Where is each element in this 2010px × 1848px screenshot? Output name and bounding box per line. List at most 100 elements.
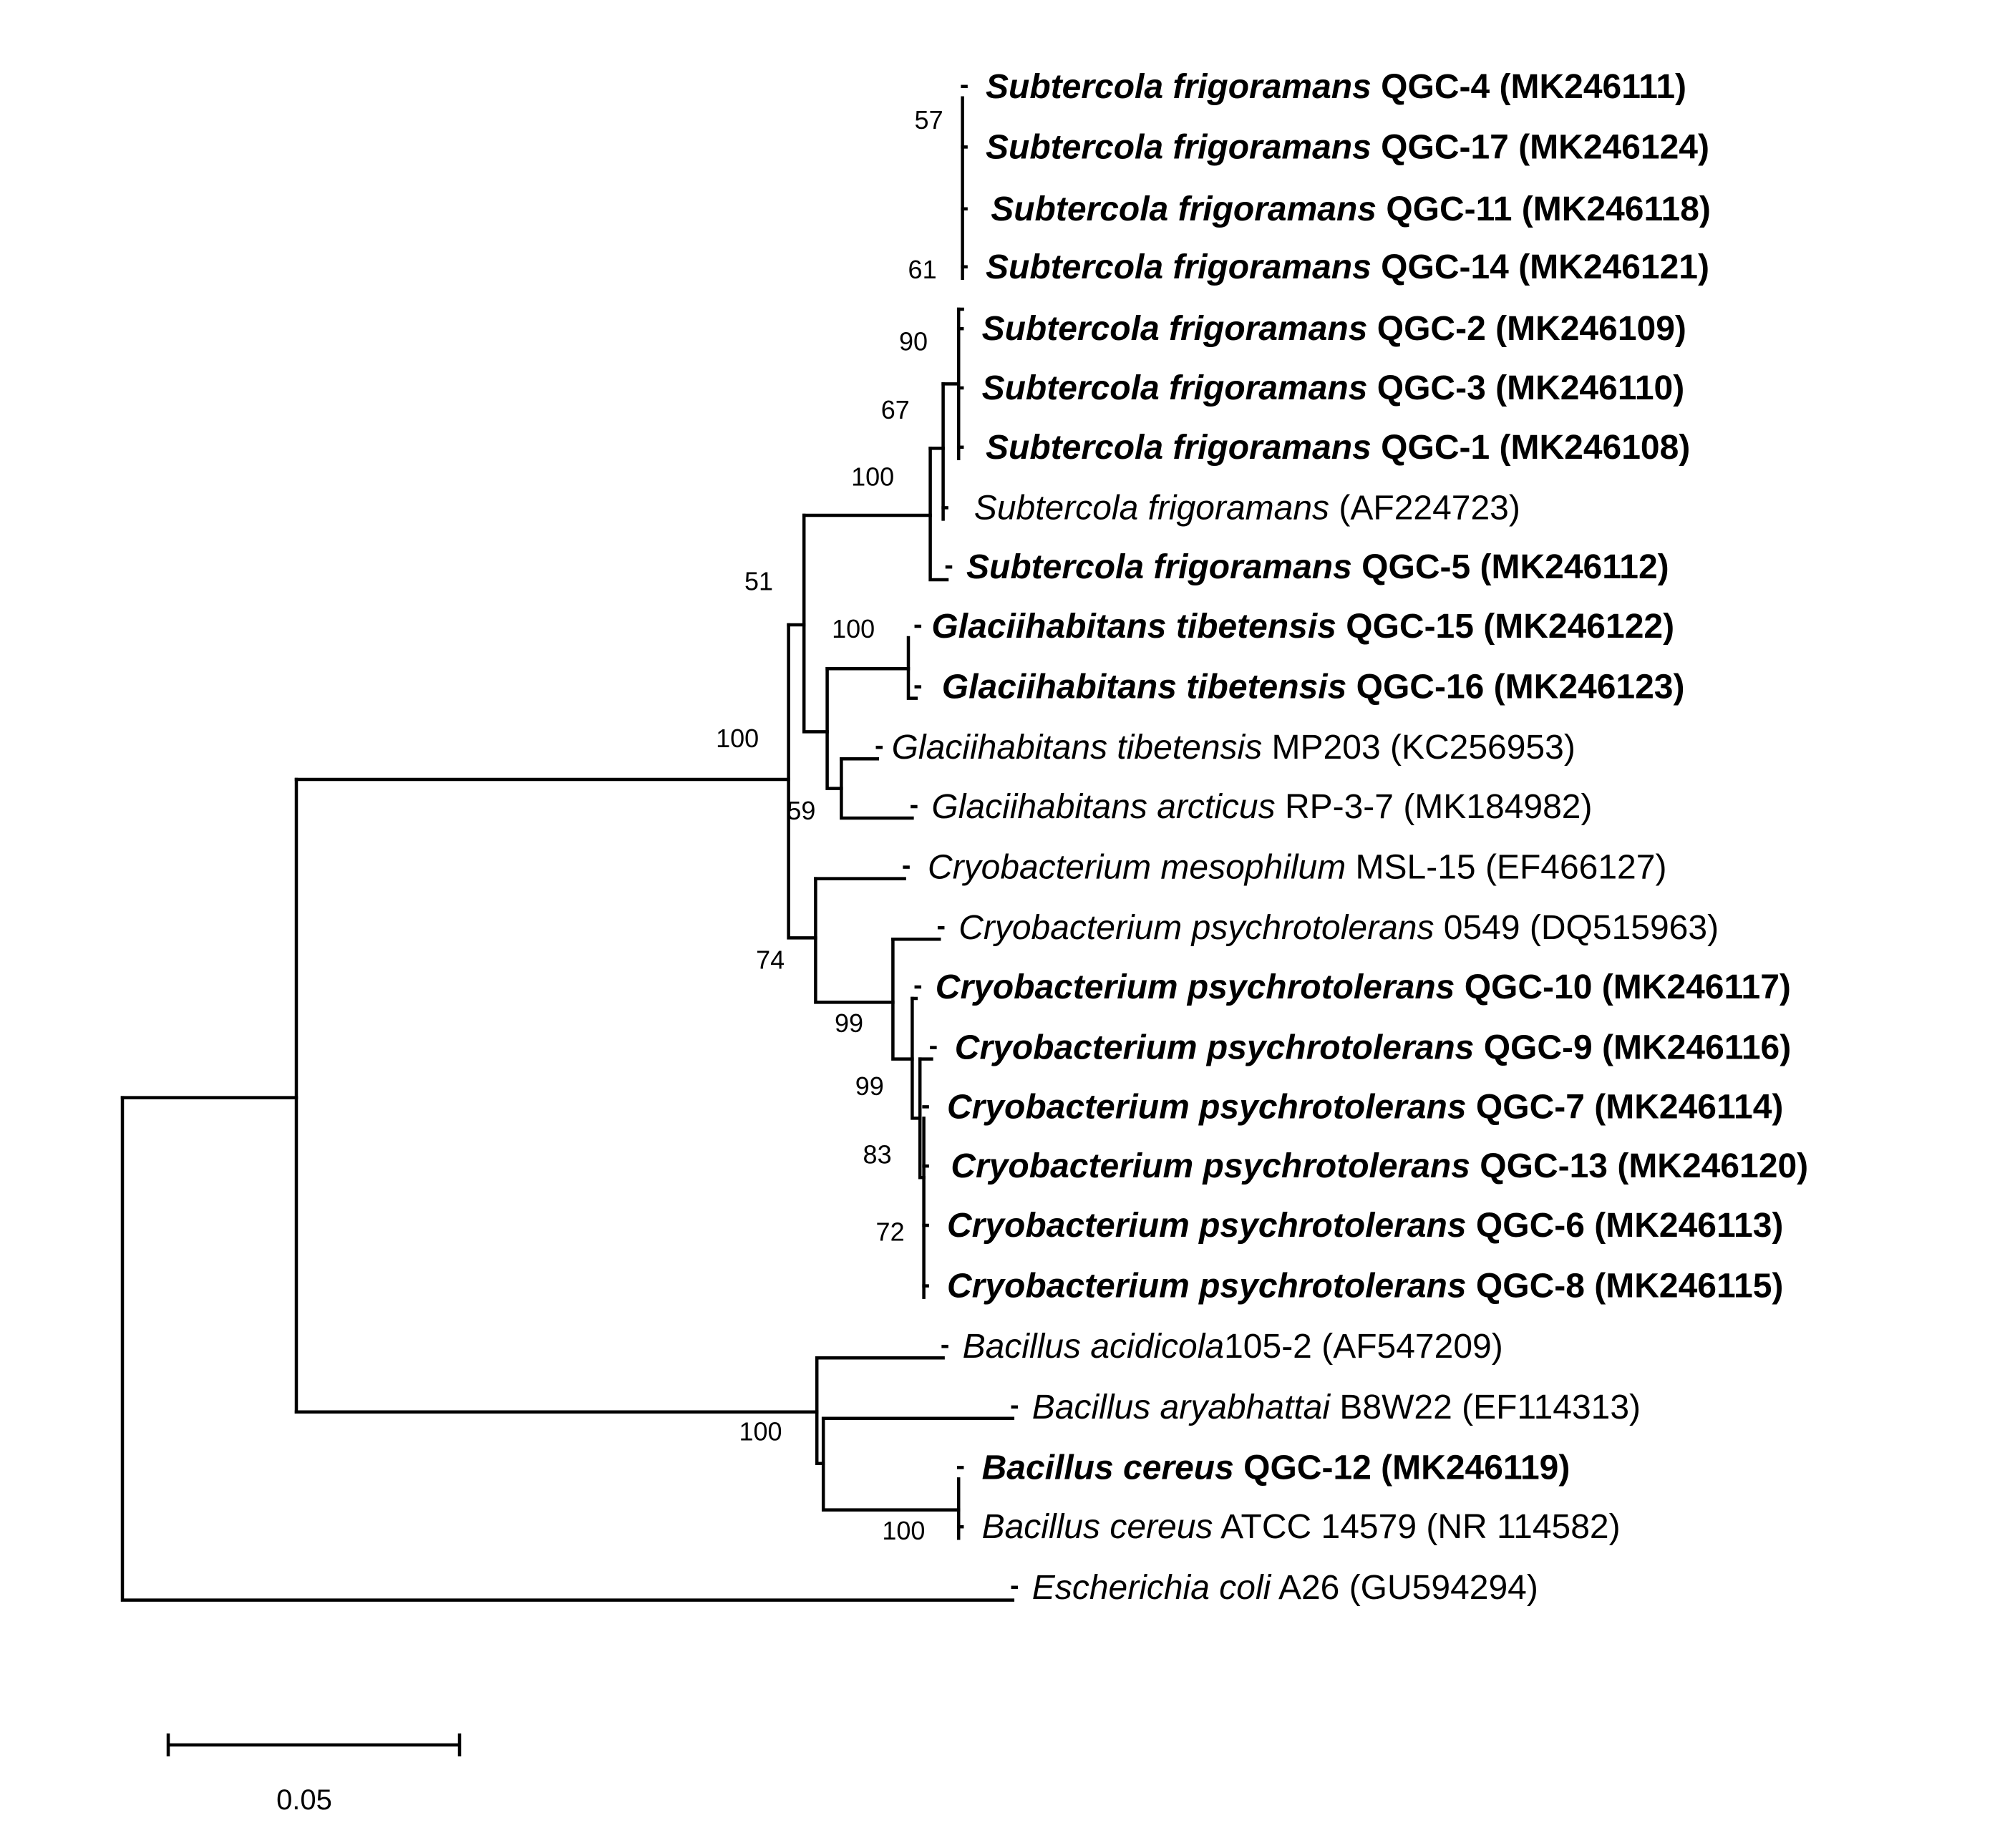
leaf-label: Cryobacterium psychrotolerans QGC-7 (MK2… bbox=[947, 1088, 1783, 1126]
leaf-label: Cryobacterium psychrotolerans QGC-10 (MK… bbox=[936, 968, 1791, 1006]
bootstrap-value: 51 bbox=[744, 566, 773, 595]
leaf-species: Cryobacterium psychrotolerans bbox=[947, 1207, 1467, 1245]
leaf-label: Subtercola frigoramans (AF224723) bbox=[974, 489, 1520, 527]
bootstrap-value: 61 bbox=[908, 255, 937, 284]
leaf-strain: QGC-16 (MK246123) bbox=[1346, 668, 1684, 706]
scale-bar: 0.05 bbox=[166, 1733, 462, 1816]
leaf-strain: QGC-8 (MK246115) bbox=[1467, 1268, 1784, 1305]
leaf-label: Cryobacterium psychrotolerans QGC-6 (MK2… bbox=[947, 1207, 1783, 1245]
leaf-species: Escherichia coli bbox=[1032, 1569, 1272, 1607]
leaf-species: Subtercola frigoramans bbox=[966, 548, 1352, 586]
leaf-species: Subtercola frigoramans bbox=[982, 369, 1368, 407]
leaf-strain: QGC-3 (MK246110) bbox=[1367, 369, 1684, 407]
branch-32 bbox=[821, 1416, 961, 1512]
leaf-strain: QGC-7 (MK246114) bbox=[1467, 1088, 1784, 1126]
branch-9 bbox=[928, 447, 949, 582]
leaf-species: Glaciihabitans tibetensis bbox=[892, 729, 1263, 767]
leaf-species: Subtercola frigoramans bbox=[986, 248, 1371, 286]
leaf-species: Subtercola frigoramans bbox=[986, 429, 1371, 467]
leaf-species: Subtercola frigoramans bbox=[986, 68, 1371, 106]
leaf-label: Cryobacterium psychrotolerans QGC-13 (MK… bbox=[951, 1147, 1808, 1185]
leaf-species: Subtercola frigoramans bbox=[986, 128, 1371, 166]
leaf-species: Glaciihabitans arcticus bbox=[931, 788, 1275, 826]
leaf-label: Subtercola frigoramans QGC-17 (MK246124) bbox=[986, 128, 1709, 166]
leaf-label: Subtercola frigoramans QGC-14 (MK246121) bbox=[986, 248, 1709, 286]
leaf-strain: QGC-12 (MK246119) bbox=[1234, 1449, 1570, 1487]
leaf-species: Bacillus cereus bbox=[982, 1508, 1213, 1546]
leaf-label: Bacillus cereus QGC-12 (MK246119) bbox=[982, 1449, 1570, 1487]
leaf-label: Cryobacterium psychrotolerans QGC-9 (MK2… bbox=[955, 1029, 1791, 1067]
leaf-species: Cryobacterium psychrotolerans bbox=[958, 909, 1434, 947]
leaf-species: Bacillus cereus bbox=[982, 1449, 1234, 1487]
bootstrap-value: 59 bbox=[787, 796, 815, 825]
leaf-strain: QGC-6 (MK246113) bbox=[1467, 1207, 1784, 1245]
branch-23 bbox=[891, 937, 914, 1061]
tree-branches bbox=[120, 84, 1019, 1602]
bootstrap-value: 100 bbox=[739, 1416, 782, 1446]
leaf-species: Cryobacterium psychrotolerans bbox=[955, 1029, 1475, 1067]
leaf-strain: 105-2 (AF547209) bbox=[1224, 1328, 1503, 1366]
leaf-label: Bacillus aryabhattai B8W22 (EF114313) bbox=[1032, 1389, 1641, 1426]
branch-0 bbox=[120, 1096, 1015, 1602]
leaf-strain: QGC-9 (MK246116) bbox=[1474, 1029, 1791, 1067]
bootstrap-value: 100 bbox=[832, 614, 875, 643]
branch-30 bbox=[815, 1356, 825, 1466]
leaf-label: Subtercola frigoramans QGC-4 (MK246111) bbox=[986, 68, 1686, 106]
leaf-species: Subtercola frigoramans bbox=[982, 310, 1368, 348]
leaf-label: Glaciihabitans tibetensis QGC-16 (MK2461… bbox=[942, 668, 1685, 706]
leaf-species: Subtercola frigoramans bbox=[991, 190, 1377, 228]
branch-18 bbox=[906, 636, 918, 700]
leaf-strain: (AF224723) bbox=[1329, 489, 1520, 527]
leaf-species: Cryobacterium psychrotolerans bbox=[947, 1088, 1467, 1126]
leaf-strain: B8W22 (EF114313) bbox=[1330, 1389, 1641, 1426]
branch-5 bbox=[787, 623, 817, 940]
bootstrap-value: 90 bbox=[899, 327, 928, 356]
branch-21 bbox=[814, 877, 895, 1004]
leaf-species: Bacillus acidicola bbox=[963, 1328, 1225, 1366]
leaf-label: Cryobacterium psychrotolerans QGC-8 (MK2… bbox=[947, 1268, 1783, 1305]
leaf-strain: QGC-13 (MK246120) bbox=[1470, 1147, 1808, 1185]
bootstrap-value: 100 bbox=[851, 462, 894, 492]
bootstrap-value: 100 bbox=[716, 724, 759, 753]
leaf-strain: QGC-5 (MK246112) bbox=[1352, 548, 1669, 586]
leaf-strain: A26 (GU594294) bbox=[1271, 1569, 1538, 1607]
leaf-strain: MP203 (KC256953) bbox=[1262, 729, 1576, 767]
scale-bar-label: 0.05 bbox=[276, 1784, 332, 1816]
leaf-strain: QGC-4 (MK246111) bbox=[1371, 68, 1686, 106]
leaf-strain: QGC-14 (MK246121) bbox=[1371, 248, 1709, 286]
leaf-species: Cryobacterium psychrotolerans bbox=[947, 1268, 1467, 1305]
leaf-label: Cryobacterium psychrotolerans 0549 (DQ51… bbox=[958, 909, 1719, 947]
bootstrap-value: 99 bbox=[855, 1071, 884, 1101]
leaf-label: Glaciihabitans tibetensis MP203 (KC25695… bbox=[892, 729, 1576, 767]
leaf-species: Cryobacterium psychrotolerans bbox=[951, 1147, 1470, 1185]
leaf-strain: MSL-15 (EF466127) bbox=[1346, 849, 1666, 887]
leaf-label: Bacillus cereus ATCC 14579 (NR 114582) bbox=[982, 1508, 1621, 1546]
leaf-label: Subtercola frigoramans QGC-1 (MK246108) bbox=[986, 429, 1690, 467]
leaf-label: Cryobacterium mesophilum MSL-15 (EF46612… bbox=[928, 849, 1666, 887]
leaf-strain: QGC-15 (MK246122) bbox=[1336, 608, 1674, 646]
branch-25 bbox=[911, 996, 922, 1120]
leaf-label: Subtercola frigoramans QGC-11 (MK246118) bbox=[991, 190, 1711, 228]
bootstrap-value: 72 bbox=[876, 1217, 905, 1246]
bootstrap-value: 83 bbox=[863, 1139, 892, 1169]
leaf-strain: 0549 (DQ515963) bbox=[1434, 909, 1719, 947]
leaf-species: Glaciihabitans tibetensis bbox=[942, 668, 1347, 706]
leaf-species: Glaciihabitans tibetensis bbox=[931, 608, 1336, 646]
leaf-species: Cryobacterium mesophilum bbox=[928, 849, 1346, 887]
leaf-labels: Subtercola frigoramans QGC-4 (MK246111)S… bbox=[892, 68, 1809, 1607]
scale-bar-line bbox=[166, 1733, 462, 1756]
leaf-label: Glaciihabitans tibetensis QGC-15 (MK2461… bbox=[931, 608, 1674, 646]
leaf-strain: QGC-10 (MK246117) bbox=[1455, 968, 1791, 1006]
leaf-label: Glaciihabitans arcticus RP-3-7 (MK184982… bbox=[931, 788, 1592, 826]
leaf-strain: QGC-17 (MK246124) bbox=[1371, 128, 1709, 166]
bootstrap-value: 99 bbox=[835, 1008, 863, 1038]
leaf-species: Bacillus aryabhattai bbox=[1032, 1389, 1331, 1426]
leaf-strain: QGC-2 (MK246109) bbox=[1367, 310, 1686, 348]
branch-16 bbox=[825, 666, 843, 790]
branch-19 bbox=[840, 757, 914, 820]
leaf-label: Subtercola frigoramans QGC-3 (MK246110) bbox=[982, 369, 1685, 407]
leaf-label: Bacillus acidicola105-2 (AF547209) bbox=[963, 1328, 1503, 1366]
bootstrap-value: 57 bbox=[915, 105, 943, 135]
bootstrap-value: 100 bbox=[882, 1516, 925, 1545]
leaf-label: Subtercola frigoramans QGC-5 (MK246112) bbox=[966, 548, 1669, 586]
